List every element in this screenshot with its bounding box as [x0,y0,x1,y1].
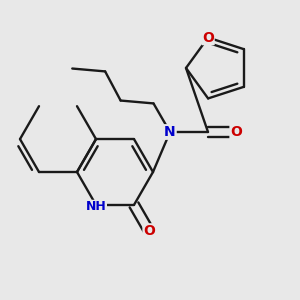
Text: O: O [230,125,242,139]
Text: O: O [143,224,155,238]
Text: O: O [202,31,214,45]
Text: N: N [164,125,176,139]
Text: N: N [164,125,176,139]
Text: NH: NH [85,200,106,213]
